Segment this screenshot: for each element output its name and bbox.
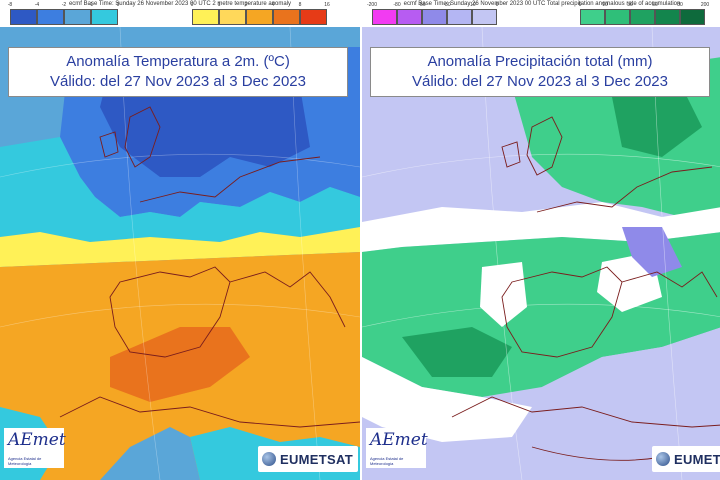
colorbar-cell: -2: [62, 2, 91, 25]
near-normal-south-band: [362, 357, 532, 442]
colorbar-tick-label: 30: [627, 2, 633, 8]
colorbar-swatch: [630, 9, 655, 25]
colorbar-swatch: [300, 9, 327, 25]
colorbar-swatch: [10, 9, 37, 25]
dry-anomaly-south: [532, 327, 720, 480]
colorbar-swatch: [397, 9, 422, 25]
colorbar-tick-label: -200: [366, 2, 377, 8]
eumetsat-logo-text: EUMET: [674, 452, 720, 467]
colorbar-tick-label: 16: [324, 2, 330, 8]
colorbar-cell: 50: [652, 2, 680, 25]
precipitation-title: Anomalía Precipitación total (mm): [427, 53, 653, 70]
precipitation-valid-period: Válido: del 27 Nov 2023 al 3 Dec 2023: [411, 73, 668, 90]
colorbar-tick-label: 10: [602, 2, 608, 8]
colorbar-tick-label: -4: [34, 2, 40, 8]
precipitation-anomaly-map: [362, 27, 720, 480]
temperature-title-box: Anomalía Temperatura a 2m. (ºC) Válido: …: [8, 47, 348, 97]
eumetsat-logo: EUMET: [652, 446, 720, 472]
colorbar-cell: -8: [8, 2, 37, 25]
colorbar-cell: -30: [443, 2, 472, 25]
temperature-colorbar-cold: -8 -4 -2 -1 0: [8, 2, 119, 25]
colorbar-swatch: [680, 9, 705, 25]
aemet-logo: AEmet Agencia Estatal de Meteorología: [4, 428, 66, 468]
globe-icon: [656, 452, 670, 466]
colorbar-tick-label: 2: [244, 2, 248, 8]
strong-wet-anomaly-region-central: [402, 327, 512, 377]
coastlines: [451, 116, 720, 461]
colorbar-tick-label: 0: [116, 2, 120, 8]
colorbar-tick-label: -2: [61, 2, 67, 8]
colorbar-tick-label: 80: [677, 2, 683, 8]
precipitation-title-box: Anomalía Precipitación total (mm) Válido…: [370, 47, 710, 97]
colorbar-swatch: [219, 9, 246, 25]
colorbar-swatch: [192, 9, 219, 25]
precipitation-panel-header: ecmf Base Time: Sunday 26 November 2023 …: [403, 1, 681, 7]
colorbar-tick-label: 0: [190, 2, 194, 8]
colorbar-tick-label: 8: [298, 2, 302, 8]
colorbar-cell: -50: [418, 2, 447, 25]
colorbar-cell: -4: [35, 2, 64, 25]
colorbar-swatch: [655, 9, 680, 25]
colorbar-swatch: [422, 9, 447, 25]
precipitation-colorbar-dry: -200 -80 -50 -30 -10 0: [367, 2, 498, 25]
colorbar-swatch: [273, 9, 300, 25]
colorbar-cell: 2: [245, 2, 273, 25]
slight-cold-band: [0, 137, 360, 242]
colorbar-cell: 0: [191, 2, 219, 25]
dry-anomaly-pocket: [622, 227, 682, 277]
slight-warm-band: [0, 227, 360, 267]
coastlines: [59, 106, 360, 428]
temperature-panel-header: ecmf Base Time: Sunday 26 November 2023 …: [68, 1, 292, 7]
colorbar-tick-label: -10: [468, 2, 476, 8]
globe-icon: [262, 452, 276, 466]
colorbar-tick-label: -1: [88, 2, 94, 8]
precipitation-map-svg: [362, 27, 720, 480]
eumetsat-logo-text: EUMETSAT: [280, 452, 353, 467]
temperature-anomaly-panel: ecmf Base Time: Sunday 26 November 2023 …: [0, 0, 360, 480]
colorbar-tick-label: 0: [578, 2, 582, 8]
colorbar-tick-label: -8: [7, 2, 13, 8]
aemet-logo: AEmet Agencia Estatal de Meteorología: [366, 428, 428, 468]
aemet-logo-subtitle: Agencia Estatal de Meteorología: [370, 456, 404, 466]
colorbar-cell: 1: [218, 2, 246, 25]
colorbar-tick-label: -30: [443, 2, 451, 8]
precipitation-colorbar-wet: 0 10 30 50 80 200: [579, 2, 709, 25]
colorbar-cell: 0: [579, 2, 605, 25]
colorbar-swatch: [64, 9, 91, 25]
colorbar-swatch: [605, 9, 630, 25]
temperature-title: Anomalía Temperatura a 2m. (ºC): [66, 53, 290, 70]
aemet-logo-text: AEmet: [8, 430, 66, 450]
precipitation-anomaly-panel: ecmf Base Time: Sunday 26 November 2023 …: [362, 0, 720, 480]
colorbar-tick-label: 50: [652, 2, 658, 8]
strong-warm-anomaly-region: [110, 327, 250, 402]
colorbar-tick-label: 200: [700, 2, 710, 8]
colorbar-tick-label: 1: [217, 2, 221, 8]
colorbar-cell: -10 0: [468, 2, 498, 25]
colorbar-swatch: [447, 9, 472, 25]
colorbar-cell: 10: [602, 2, 630, 25]
colorbar-swatch: [372, 9, 397, 25]
colorbar-cell: 30: [627, 2, 655, 25]
colorbar-tick-label: 0: [495, 2, 499, 8]
colorbar-tick-label: 4: [271, 2, 275, 8]
colorbar-cell: 4: [272, 2, 300, 25]
eumetsat-logo: EUMETSAT: [258, 446, 358, 472]
colorbar-cell: 8 16: [299, 2, 330, 25]
colorbar-cell: -200: [367, 2, 397, 25]
temperature-valid-period: Válido: del 27 Nov 2023 al 3 Dec 2023: [49, 73, 306, 90]
aemet-logo-text: AEmet: [370, 430, 428, 450]
aemet-logo-subtitle: Agencia Estatal de Meteorología: [8, 456, 42, 466]
colorbar-swatch: [580, 9, 605, 25]
colorbar-tick-label: -50: [418, 2, 426, 8]
temperature-colorbar-warm: 0 1 2 4 8 16: [191, 2, 330, 25]
colorbar-swatch: [246, 9, 273, 25]
strong-wet-anomaly-region-north: [612, 87, 702, 157]
colorbar-cell: -1 0: [89, 2, 119, 25]
colorbar-swatch: [91, 9, 118, 25]
colorbar-swatch: [37, 9, 64, 25]
colorbar-cell: 80 200: [677, 2, 709, 25]
colorbar-cell: -80: [393, 2, 422, 25]
colorbar-swatch: [472, 9, 497, 25]
colorbar-tick-label: -80: [393, 2, 401, 8]
